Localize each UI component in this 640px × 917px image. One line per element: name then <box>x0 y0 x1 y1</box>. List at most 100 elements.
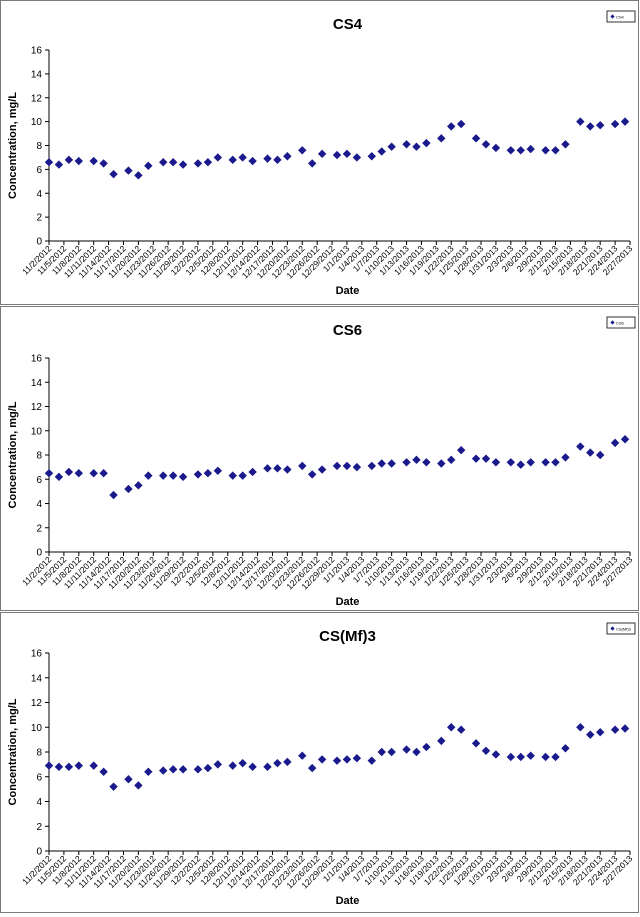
data-point <box>342 461 352 471</box>
data-point <box>367 756 376 765</box>
data-point <box>610 438 620 448</box>
legend-label: CS4 <box>616 15 625 20</box>
data-point <box>367 152 376 161</box>
data-point <box>273 464 282 473</box>
data-point <box>402 745 411 754</box>
y-tick-label: 16 <box>31 354 43 365</box>
data-point <box>159 471 168 480</box>
data-point <box>144 767 153 776</box>
data-point <box>263 154 272 163</box>
data-point <box>491 143 501 153</box>
data-point <box>596 450 605 460</box>
data-point <box>620 117 630 126</box>
data-point <box>248 156 257 166</box>
y-tick-label: 6 <box>36 772 42 783</box>
data-point <box>422 138 431 148</box>
data-point <box>283 757 292 767</box>
data-point <box>481 140 491 149</box>
data-point <box>168 765 178 774</box>
y-tick-label: 0 <box>36 237 42 248</box>
data-point <box>576 117 585 126</box>
y-axis-title: Concentration, mg/L <box>7 401 19 508</box>
data-point <box>307 159 317 168</box>
data-point <box>551 146 560 155</box>
data-point <box>273 155 282 165</box>
data-point <box>402 140 411 149</box>
data-point <box>516 752 525 762</box>
data-point <box>178 160 188 169</box>
data-point <box>352 462 362 472</box>
data-point <box>203 763 213 773</box>
data-point <box>332 150 342 160</box>
data-point <box>412 747 421 757</box>
y-tick-label: 10 <box>31 117 43 128</box>
data-point <box>387 747 396 757</box>
y-tick-label: 8 <box>36 748 42 759</box>
data-point <box>134 171 143 180</box>
data-point <box>506 146 516 155</box>
data-point <box>44 468 54 478</box>
data-point <box>491 750 501 759</box>
data-point <box>561 744 570 753</box>
data-point <box>54 762 64 772</box>
data-point <box>541 458 550 467</box>
chart-svg: CS4 CS4024681012141611/2/201211/5/201211/… <box>7 10 636 297</box>
data-point <box>248 762 257 772</box>
x-axis-title: Date <box>336 596 360 608</box>
data-point <box>298 461 307 471</box>
data-point <box>471 739 481 748</box>
data-point <box>620 435 630 444</box>
data-point <box>506 458 516 467</box>
data-point <box>109 782 118 791</box>
y-tick-label: 16 <box>31 649 43 660</box>
data-point <box>412 455 421 465</box>
legend-label: CS6 <box>616 321 625 326</box>
data-point <box>576 723 585 732</box>
data-point <box>124 775 133 784</box>
data-point <box>610 119 620 129</box>
data-point <box>352 753 362 763</box>
legend: CS6 <box>606 316 636 329</box>
data-point <box>456 725 466 734</box>
data-point <box>178 472 188 482</box>
data-point <box>144 161 153 170</box>
legend-label: CS(Mf)3 <box>616 627 632 632</box>
data-point <box>193 765 203 774</box>
data-point <box>238 471 247 480</box>
y-axis-title: Concentration, mg/L <box>7 698 19 805</box>
data-point <box>298 146 307 155</box>
data-point <box>203 468 213 478</box>
data-point <box>213 760 223 769</box>
x-axis-title: Date <box>336 895 360 907</box>
data-point <box>471 134 481 143</box>
data-point <box>213 466 223 475</box>
y-tick-label: 10 <box>31 723 43 734</box>
data-point <box>168 471 178 480</box>
y-tick-label: 12 <box>31 402 43 413</box>
data-point <box>89 156 98 166</box>
chart-title: CS4 <box>333 16 363 33</box>
data-point <box>491 458 501 467</box>
data-point <box>134 481 143 490</box>
y-tick-label: 2 <box>36 213 42 224</box>
data-point <box>193 159 203 168</box>
data-point <box>168 158 178 167</box>
y-tick-label: 0 <box>36 548 42 559</box>
data-point <box>263 464 272 473</box>
x-axis-title: Date <box>336 285 360 297</box>
data-point <box>447 455 456 465</box>
data-point <box>99 468 108 478</box>
data-point <box>159 766 168 775</box>
data-point <box>447 723 456 732</box>
chart-panel: CS6 CS6 0 2 4 6 8 10 12 14 16 11/2/2012 11/5/2012 11/… <box>0 306 639 611</box>
y-axis-title: Concentration, mg/L <box>7 92 19 199</box>
chart-svg: CS6 CS6024681012141611/2/201211/5/201211/… <box>7 316 636 608</box>
data-point <box>54 472 64 482</box>
data-point <box>228 155 237 165</box>
data-point <box>144 471 153 480</box>
data-point <box>586 122 595 131</box>
data-point <box>124 166 133 175</box>
data-point <box>367 461 376 471</box>
y-tick-label: 4 <box>36 189 42 200</box>
